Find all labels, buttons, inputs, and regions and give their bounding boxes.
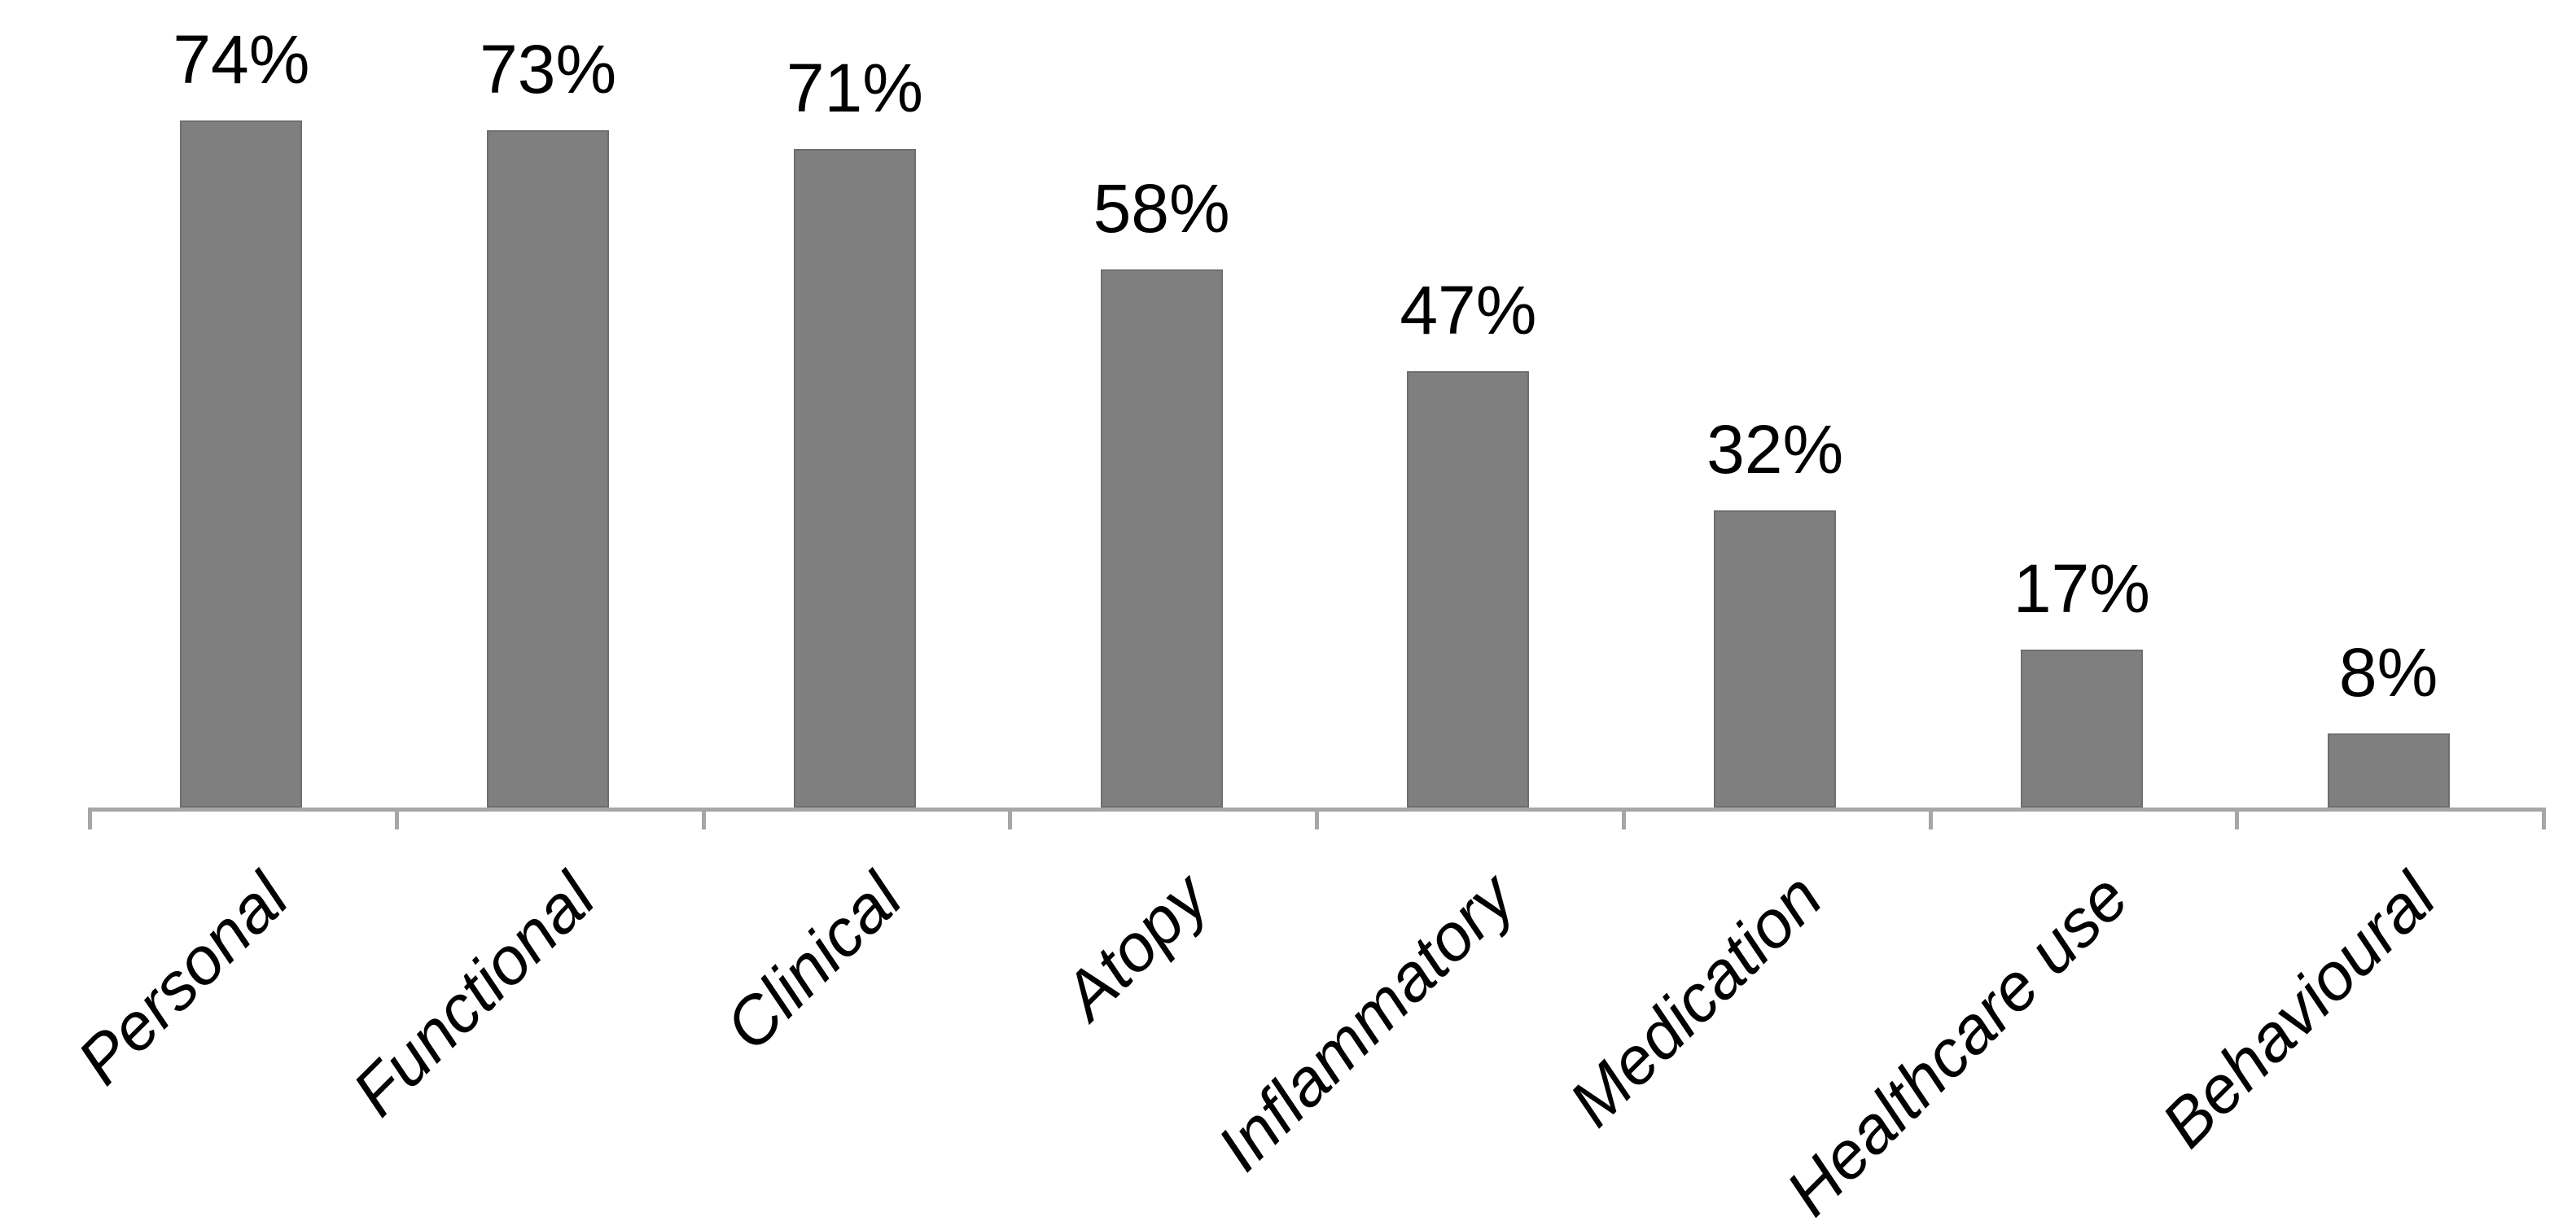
bar-value-label: 17% bbox=[2013, 550, 2150, 627]
bar-inflammatory bbox=[1407, 371, 1530, 808]
x-axis-tick bbox=[88, 808, 92, 829]
x-axis-tick bbox=[2542, 808, 2546, 829]
bar-value-label: 74% bbox=[173, 21, 310, 98]
bar-value-label: 32% bbox=[1706, 411, 1844, 488]
x-axis-tick bbox=[1315, 808, 1319, 829]
bar-personal bbox=[180, 120, 303, 808]
x-axis-tick bbox=[1928, 808, 1933, 829]
x-axis-tick bbox=[394, 808, 399, 829]
category-label-clinical: Clinical bbox=[711, 860, 916, 1065]
bar-value-label: 47% bbox=[1400, 272, 1537, 348]
category-label-behavioural: Behavioural bbox=[2147, 860, 2450, 1162]
category-label-medication: Medication bbox=[1555, 860, 1836, 1141]
x-axis-tick bbox=[1008, 808, 1013, 829]
bar-functional bbox=[487, 130, 610, 808]
bar-value-label: 58% bbox=[1093, 170, 1230, 247]
category-label-personal: Personal bbox=[63, 860, 303, 1099]
category-label-inflammatory: Inflammatory bbox=[1203, 860, 1530, 1185]
category-label-functional: Functional bbox=[339, 860, 609, 1131]
bar-medication bbox=[1714, 510, 1837, 808]
bar-value-label: 8% bbox=[2338, 634, 2438, 711]
bar-healthcare-use bbox=[2020, 650, 2143, 808]
bar-behavioural bbox=[2327, 733, 2450, 808]
x-axis-tick bbox=[1621, 808, 1626, 829]
bar-clinical bbox=[793, 149, 916, 808]
bar-value-label: 71% bbox=[786, 50, 923, 126]
category-label-atopy: Atopy bbox=[1049, 860, 1223, 1034]
bar-atopy bbox=[1100, 269, 1223, 808]
bar-value-label: 73% bbox=[480, 31, 617, 107]
x-axis-tick bbox=[2235, 808, 2240, 829]
x-axis-tick bbox=[701, 808, 706, 829]
